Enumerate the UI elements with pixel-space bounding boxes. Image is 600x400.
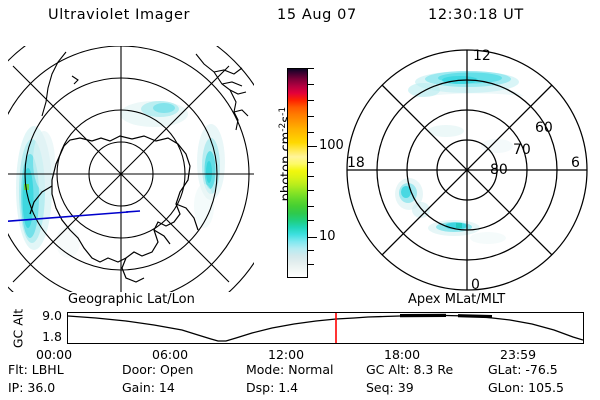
- orbit-ytick-high: 9.0: [42, 308, 62, 323]
- solar-terminator-line: [8, 211, 129, 223]
- orbit-xtick-1200: 12:00: [268, 347, 305, 362]
- orbit-xtick-1800: 18:00: [384, 347, 421, 362]
- orbit-xtick-0000: 00:00: [36, 347, 73, 362]
- colorbar-tick: [308, 162, 314, 164]
- apex-polar-svg: 12 6 0 18 60 70 80: [346, 48, 588, 293]
- mlat-label-70: 70: [513, 142, 531, 158]
- orbit-y-axis-label: GC Alt: [10, 308, 26, 349]
- mlt-label-18: 18: [347, 155, 365, 171]
- aurora-emission-layer-mlt: [395, 71, 524, 244]
- orbit-altitude-svg: [68, 313, 583, 343]
- coastline: [29, 135, 199, 283]
- status-seq: Seq: 39: [366, 380, 414, 395]
- geographic-polar-svg: [8, 46, 254, 292]
- observation-date: 15 Aug 07: [277, 7, 357, 23]
- colorbar-gradient[interactable]: [287, 68, 308, 278]
- colorbar-tick: [308, 100, 314, 102]
- status-glat: GLat: -76.5: [488, 362, 558, 377]
- status-gc-alt: GC Alt: 8.3 Re: [366, 362, 454, 377]
- colorbar-tick: [308, 68, 314, 70]
- coastline-islands: [41, 51, 249, 131]
- mlat-label-80: 80: [490, 162, 508, 178]
- colorbar-tick-major-100: [308, 146, 317, 148]
- mlt-label-6: 6: [571, 155, 580, 171]
- page-title: Ultraviolet Imager: [48, 7, 191, 23]
- orbit-xtick-2359: 23:59: [500, 347, 537, 362]
- mlt-label-12: 12: [473, 48, 491, 64]
- orbit-altitude-strip[interactable]: GC Alt 9.0 1.8 00:00 06:00 12:00 18:00 2…: [0, 305, 600, 362]
- left-plot-caption: Geographic Lat/Lon: [68, 292, 195, 307]
- solar-terminator-line-2: [125, 210, 141, 213]
- colorbar-tick: [308, 220, 314, 222]
- orbit-xtick-0600: 06:00: [152, 347, 189, 362]
- header-bar: Ultraviolet Imager 15 Aug 07 12:30:18 UT: [0, 4, 600, 32]
- status-glon: GLon: 105.5: [488, 380, 564, 395]
- colorbar-label-10: 10: [319, 229, 336, 244]
- status-mode: Mode: Normal: [246, 362, 334, 377]
- colorbar-tick: [308, 84, 314, 86]
- mlt-label-0: 0: [471, 277, 480, 293]
- mlt-spokes: [347, 50, 587, 290]
- status-flt: Flt: LBHL: [8, 362, 64, 377]
- data-coverage-segment: [457, 314, 493, 319]
- status-ip: IP: 36.0: [8, 380, 56, 395]
- orbit-ytick-low: 1.8: [42, 329, 62, 344]
- colorbar-tick-major-10: [308, 237, 317, 239]
- colorbar-tick: [308, 116, 314, 118]
- mlat-label-60: 60: [535, 120, 553, 136]
- orbit-plot-frame[interactable]: [67, 312, 584, 344]
- colorbar-tick: [308, 206, 314, 208]
- status-gain: Gain: 14: [122, 380, 175, 395]
- colorbar-tick: [308, 176, 314, 178]
- colorbar-tick: [308, 132, 314, 134]
- colorbar-tick: [308, 250, 314, 252]
- status-panel: Flt: LBHL Door: Open Mode: Normal GC Alt…: [0, 360, 600, 400]
- observation-time: 12:30:18 UT: [428, 7, 524, 23]
- colorbar-tick: [308, 264, 314, 266]
- colorbar-label-100: 100: [319, 138, 344, 153]
- status-dsp: Dsp: 1.4: [246, 380, 299, 395]
- status-door: Door: Open: [122, 362, 194, 377]
- longitude-grid: [8, 46, 254, 292]
- colorbar-group: photon cm-2s-1 100 10: [255, 50, 350, 295]
- apex-mlat-mlt-plot[interactable]: 12 6 0 18 60 70 80: [342, 46, 592, 294]
- orbit-altitude-curve: [68, 314, 583, 342]
- geographic-polar-plot[interactable]: [8, 46, 254, 292]
- colorbar-tick: [308, 190, 314, 192]
- right-plot-caption: Apex MLat/MLT: [408, 292, 506, 307]
